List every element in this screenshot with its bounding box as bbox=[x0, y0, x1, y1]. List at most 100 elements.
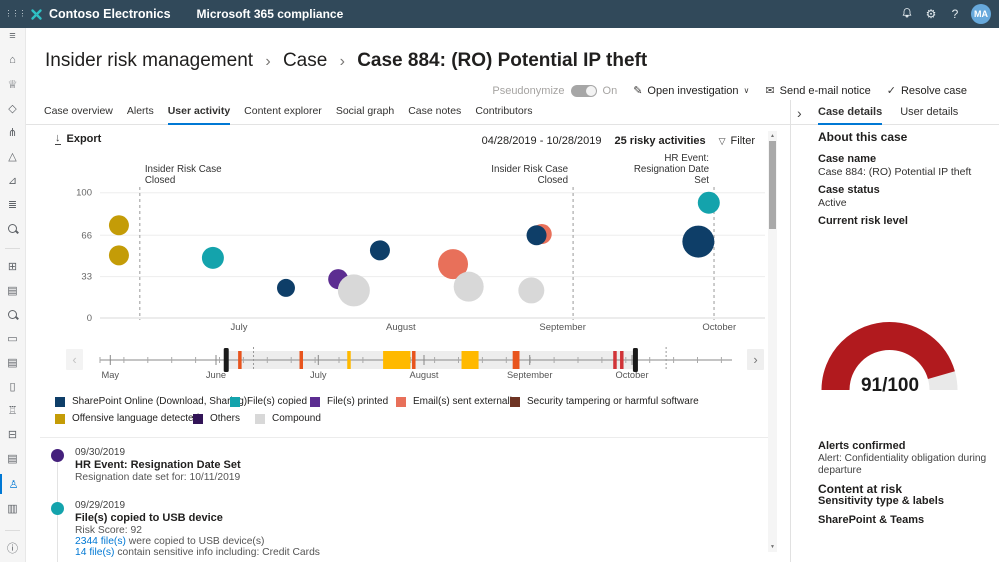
person-edit-icon: ✎ bbox=[633, 85, 643, 97]
sidebar-item-data-investigations[interactable]: ♖ bbox=[0, 400, 25, 420]
export-label: Export bbox=[66, 133, 102, 145]
timeline-handle[interactable] bbox=[223, 348, 229, 372]
scroll-down-icon[interactable]: ▼ bbox=[770, 544, 775, 550]
legend-label: SharePoint Online (Download, Sharing) bbox=[72, 396, 248, 407]
sidebar-item-records-management[interactable]: ▤ bbox=[0, 448, 25, 468]
chart-bubble-files_copied[interactable] bbox=[697, 191, 720, 214]
risky-activities-count: 25 risky activities bbox=[614, 135, 706, 147]
chart-bubble-sharepoint[interactable] bbox=[526, 225, 547, 246]
settings-gear-icon[interactable]: ⚙ bbox=[925, 7, 937, 21]
filter-label: Filter bbox=[730, 135, 755, 147]
breadcrumb-insider-risk[interactable]: Insider risk management bbox=[45, 50, 254, 71]
chart-annotation: Insider Risk Case bbox=[491, 164, 568, 175]
sidebar-item-permissions[interactable] bbox=[0, 218, 25, 238]
legend-label: File(s) printed bbox=[327, 396, 389, 407]
feed-item-link[interactable]: 14 file(s) bbox=[75, 547, 115, 558]
timeline-handle[interactable] bbox=[632, 348, 638, 372]
sidebar-item-alerts[interactable]: △ bbox=[0, 146, 25, 166]
tab-case-notes[interactable]: Case notes bbox=[408, 105, 462, 117]
panel-tabs: Case details User details bbox=[818, 106, 958, 125]
sidebar-item-content-search[interactable] bbox=[0, 304, 25, 324]
chart-bubble-files_copied[interactable] bbox=[201, 246, 224, 269]
sidebar-item-solutions-catalog[interactable]: ⊞ bbox=[0, 256, 25, 276]
legend-swatch-files_copied bbox=[230, 396, 240, 407]
sidebar-item-reports[interactable]: ⊿ bbox=[0, 170, 25, 190]
panel-tab-case-details[interactable]: Case details bbox=[818, 106, 883, 125]
chart-bubble-offensive_language[interactable] bbox=[108, 245, 129, 266]
export-button[interactable]: ↓ Export bbox=[55, 133, 101, 145]
chart-bubble-compound[interactable] bbox=[337, 274, 370, 307]
help-icon[interactable]: ? bbox=[951, 7, 959, 21]
panel-tab-user-details[interactable]: User details bbox=[900, 106, 959, 118]
feed-item-title[interactable]: File(s) copied to USB device bbox=[75, 512, 223, 524]
open-investigation-button[interactable]: ✎ Open investigation ∨ bbox=[633, 84, 749, 98]
timeline-scroll-right-button[interactable]: › bbox=[747, 349, 764, 370]
sidebar-item-communication-compliance[interactable]: ▭ bbox=[0, 328, 25, 348]
feed-item-date: 09/30/2019 bbox=[75, 447, 126, 458]
legend-swatch-email_external bbox=[396, 396, 406, 407]
sidebar-item-insider-risk-management[interactable]: ♙ bbox=[0, 474, 25, 494]
envelope-icon: ✉ bbox=[765, 85, 775, 97]
breadcrumb-case[interactable]: Case bbox=[282, 50, 328, 71]
feed-item-dot bbox=[51, 502, 64, 515]
resolve-case-button[interactable]: ✓ Resolve case bbox=[887, 84, 967, 98]
chart-bubble-email_external[interactable] bbox=[438, 249, 469, 280]
tab-contributors[interactable]: Contributors bbox=[475, 105, 533, 117]
date-range: 04/28/2019 - 10/28/2019 bbox=[481, 135, 602, 147]
chart-bubble-sharepoint[interactable] bbox=[369, 240, 390, 261]
notifications-bell-icon[interactable] bbox=[895, 7, 919, 22]
chart-bubble-sharepoint[interactable] bbox=[682, 225, 715, 258]
tab-alerts[interactable]: Alerts bbox=[126, 105, 154, 117]
timeline-scroll-left-button[interactable]: ‹ bbox=[66, 349, 83, 370]
tab-content-explorer[interactable]: Content explorer bbox=[244, 105, 322, 117]
sidebar-item-information-governance[interactable]: ⊟ bbox=[0, 424, 25, 444]
y-axis-tick-label: 66 bbox=[81, 230, 92, 241]
case-status-label: Case status bbox=[818, 184, 880, 196]
breadcrumb-separator: › bbox=[339, 53, 345, 70]
timeline-activity-mark bbox=[613, 351, 617, 369]
sidebar-item-policies[interactable]: ≣ bbox=[0, 194, 25, 214]
sidebar-item-data-subject-requests[interactable]: ▯ bbox=[0, 376, 25, 396]
feed-item-link[interactable]: 2344 file(s) bbox=[75, 536, 126, 547]
sidebar-item-data-loss-prevention[interactable]: ▤ bbox=[0, 352, 25, 372]
send-email-notice-button[interactable]: ✉ Send e-mail notice bbox=[765, 84, 870, 98]
scrollbar-thumb[interactable] bbox=[769, 141, 776, 229]
chart-bubble-compound[interactable] bbox=[453, 271, 484, 302]
sidebar-item-data-connectors[interactable]: ⋔ bbox=[0, 122, 25, 142]
sidebar-item-ediscovery[interactable]: ▥ bbox=[0, 498, 25, 518]
sidebar-item-data-classification[interactable]: ◇ bbox=[0, 98, 25, 118]
scroll-up-icon[interactable]: ▲ bbox=[770, 133, 775, 139]
sidebar-item-compliance-manager[interactable]: ♕ bbox=[0, 74, 25, 94]
communication-compliance-icon: ▭ bbox=[7, 332, 18, 345]
chart-bubble-files_printed[interactable] bbox=[328, 269, 349, 290]
tab-social-graph[interactable]: Social graph bbox=[335, 105, 395, 117]
chart-bubble-sharepoint[interactable] bbox=[276, 278, 295, 297]
filter-button[interactable]: ▽ Filter bbox=[719, 135, 755, 147]
feed-item-date: 09/29/2019 bbox=[75, 500, 126, 511]
tab-user-activity[interactable]: User activity bbox=[167, 105, 231, 125]
sidebar-item-more-resources[interactable]: ⓘ bbox=[0, 538, 25, 558]
sidebar-item-menu[interactable]: ≡ bbox=[0, 26, 25, 46]
legend-swatch-offensive_language bbox=[55, 413, 65, 424]
sidebar-item-audit[interactable]: ▤ bbox=[0, 280, 25, 300]
sidebar-item-home[interactable]: ⌂ bbox=[0, 50, 25, 70]
legend-item-files_copied: File(s) copied bbox=[230, 396, 307, 407]
app-launcher-waffle-icon[interactable]: ⋮⋮⋮ bbox=[4, 9, 27, 18]
feed-item-text-span: Risk Score: 92 bbox=[75, 525, 142, 536]
tab-case-overview[interactable]: Case overview bbox=[44, 105, 113, 117]
collapse-panel-chevron-icon[interactable]: › bbox=[797, 105, 802, 121]
chart-bubble-offensive_language[interactable] bbox=[108, 215, 129, 236]
timeline-activity-mark bbox=[512, 351, 520, 369]
legend-swatch-sharepoint bbox=[55, 396, 65, 407]
avatar[interactable]: MA bbox=[971, 4, 991, 24]
chart-bubble-compound[interactable] bbox=[518, 277, 545, 304]
main-scrollbar[interactable]: ▲ ▼ bbox=[768, 131, 777, 552]
timeline-selection-band bbox=[226, 351, 636, 369]
content-locations: SharePoint & Teams bbox=[818, 514, 925, 526]
feed-item-title[interactable]: HR Event: Resignation Date Set bbox=[75, 459, 241, 471]
pseudonymize-toggle[interactable] bbox=[570, 84, 597, 97]
legend-label: Security tampering or harmful software bbox=[527, 396, 699, 407]
timeline-month-label: June bbox=[206, 370, 226, 380]
chart-bubble-email_external[interactable] bbox=[531, 224, 552, 245]
